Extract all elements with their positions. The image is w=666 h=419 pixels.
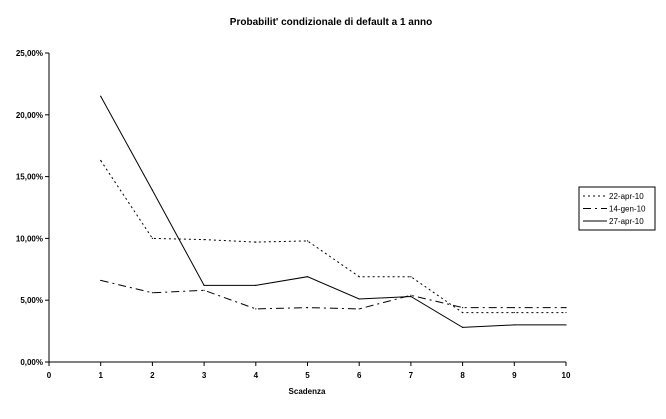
data-point bbox=[410, 294, 412, 296]
data-point bbox=[255, 284, 257, 286]
x-axis-title: Scadenza bbox=[289, 387, 326, 396]
data-point bbox=[151, 292, 153, 294]
data-point bbox=[513, 307, 515, 309]
x-tick-label: 5 bbox=[305, 371, 310, 380]
data-point bbox=[565, 324, 567, 326]
data-point bbox=[462, 307, 464, 309]
y-tick-label: 15,00% bbox=[16, 173, 43, 182]
data-point bbox=[306, 307, 309, 309]
data-point bbox=[358, 308, 360, 310]
x-tick-label: 1 bbox=[98, 371, 103, 380]
data-point bbox=[151, 189, 153, 191]
axes: 0,00% 5,00% 10,00% 15,00% 20,00% 25,00% 0 1 2 3 4 5… bbox=[16, 49, 571, 380]
data-point bbox=[100, 159, 102, 162]
chart-title: Probabilit' condizionale di default a 1 … bbox=[230, 17, 432, 28]
data-point bbox=[358, 298, 360, 300]
series-layer bbox=[100, 95, 567, 328]
x-tick-label: 4 bbox=[254, 371, 259, 380]
data-point bbox=[513, 311, 515, 314]
legend-box bbox=[578, 186, 656, 231]
series-line-14-gen-10 bbox=[100, 279, 566, 310]
data-point bbox=[513, 324, 515, 326]
y-tick-label: 25,00% bbox=[16, 49, 43, 58]
data-point bbox=[255, 241, 257, 243]
legend-label: 22-apr-10 bbox=[609, 192, 644, 201]
y-tick-label: 5,00% bbox=[20, 296, 43, 305]
data-point bbox=[410, 276, 412, 278]
y-tick-label: 0,00% bbox=[20, 358, 43, 367]
data-point bbox=[358, 276, 360, 278]
x-tick-label: 2 bbox=[150, 371, 155, 380]
x-tick-label: 10 bbox=[562, 371, 571, 380]
data-point bbox=[410, 295, 412, 298]
x-tick-label: 3 bbox=[202, 371, 207, 380]
x-tick-label: 8 bbox=[460, 371, 465, 380]
x-tick-label: 7 bbox=[409, 371, 414, 380]
y-tick-label: 10,00% bbox=[16, 234, 43, 243]
data-point bbox=[462, 326, 464, 328]
data-point bbox=[306, 240, 309, 242]
legend-label: 27-apr-10 bbox=[609, 217, 644, 226]
y-tick-label: 20,00% bbox=[16, 111, 43, 120]
x-tick-label: 6 bbox=[357, 371, 362, 380]
data-point bbox=[151, 237, 153, 239]
data-point bbox=[203, 284, 205, 286]
data-point bbox=[203, 239, 205, 241]
legend: 22-apr-10 14-gen-10 27-apr-10 bbox=[578, 186, 656, 231]
data-point bbox=[565, 307, 567, 309]
x-tick-label: 0 bbox=[47, 371, 52, 380]
data-point bbox=[306, 276, 309, 278]
series-line-22-apr-10 bbox=[100, 160, 566, 314]
data-point bbox=[203, 289, 205, 291]
legend-label: 14-gen-10 bbox=[609, 205, 646, 214]
data-point bbox=[565, 311, 567, 314]
data-point bbox=[462, 311, 464, 314]
data-point bbox=[255, 308, 257, 310]
data-point bbox=[100, 279, 102, 282]
series-line-27-apr-10 bbox=[100, 96, 566, 328]
data-point bbox=[100, 95, 102, 97]
x-tick-label: 9 bbox=[512, 371, 517, 380]
